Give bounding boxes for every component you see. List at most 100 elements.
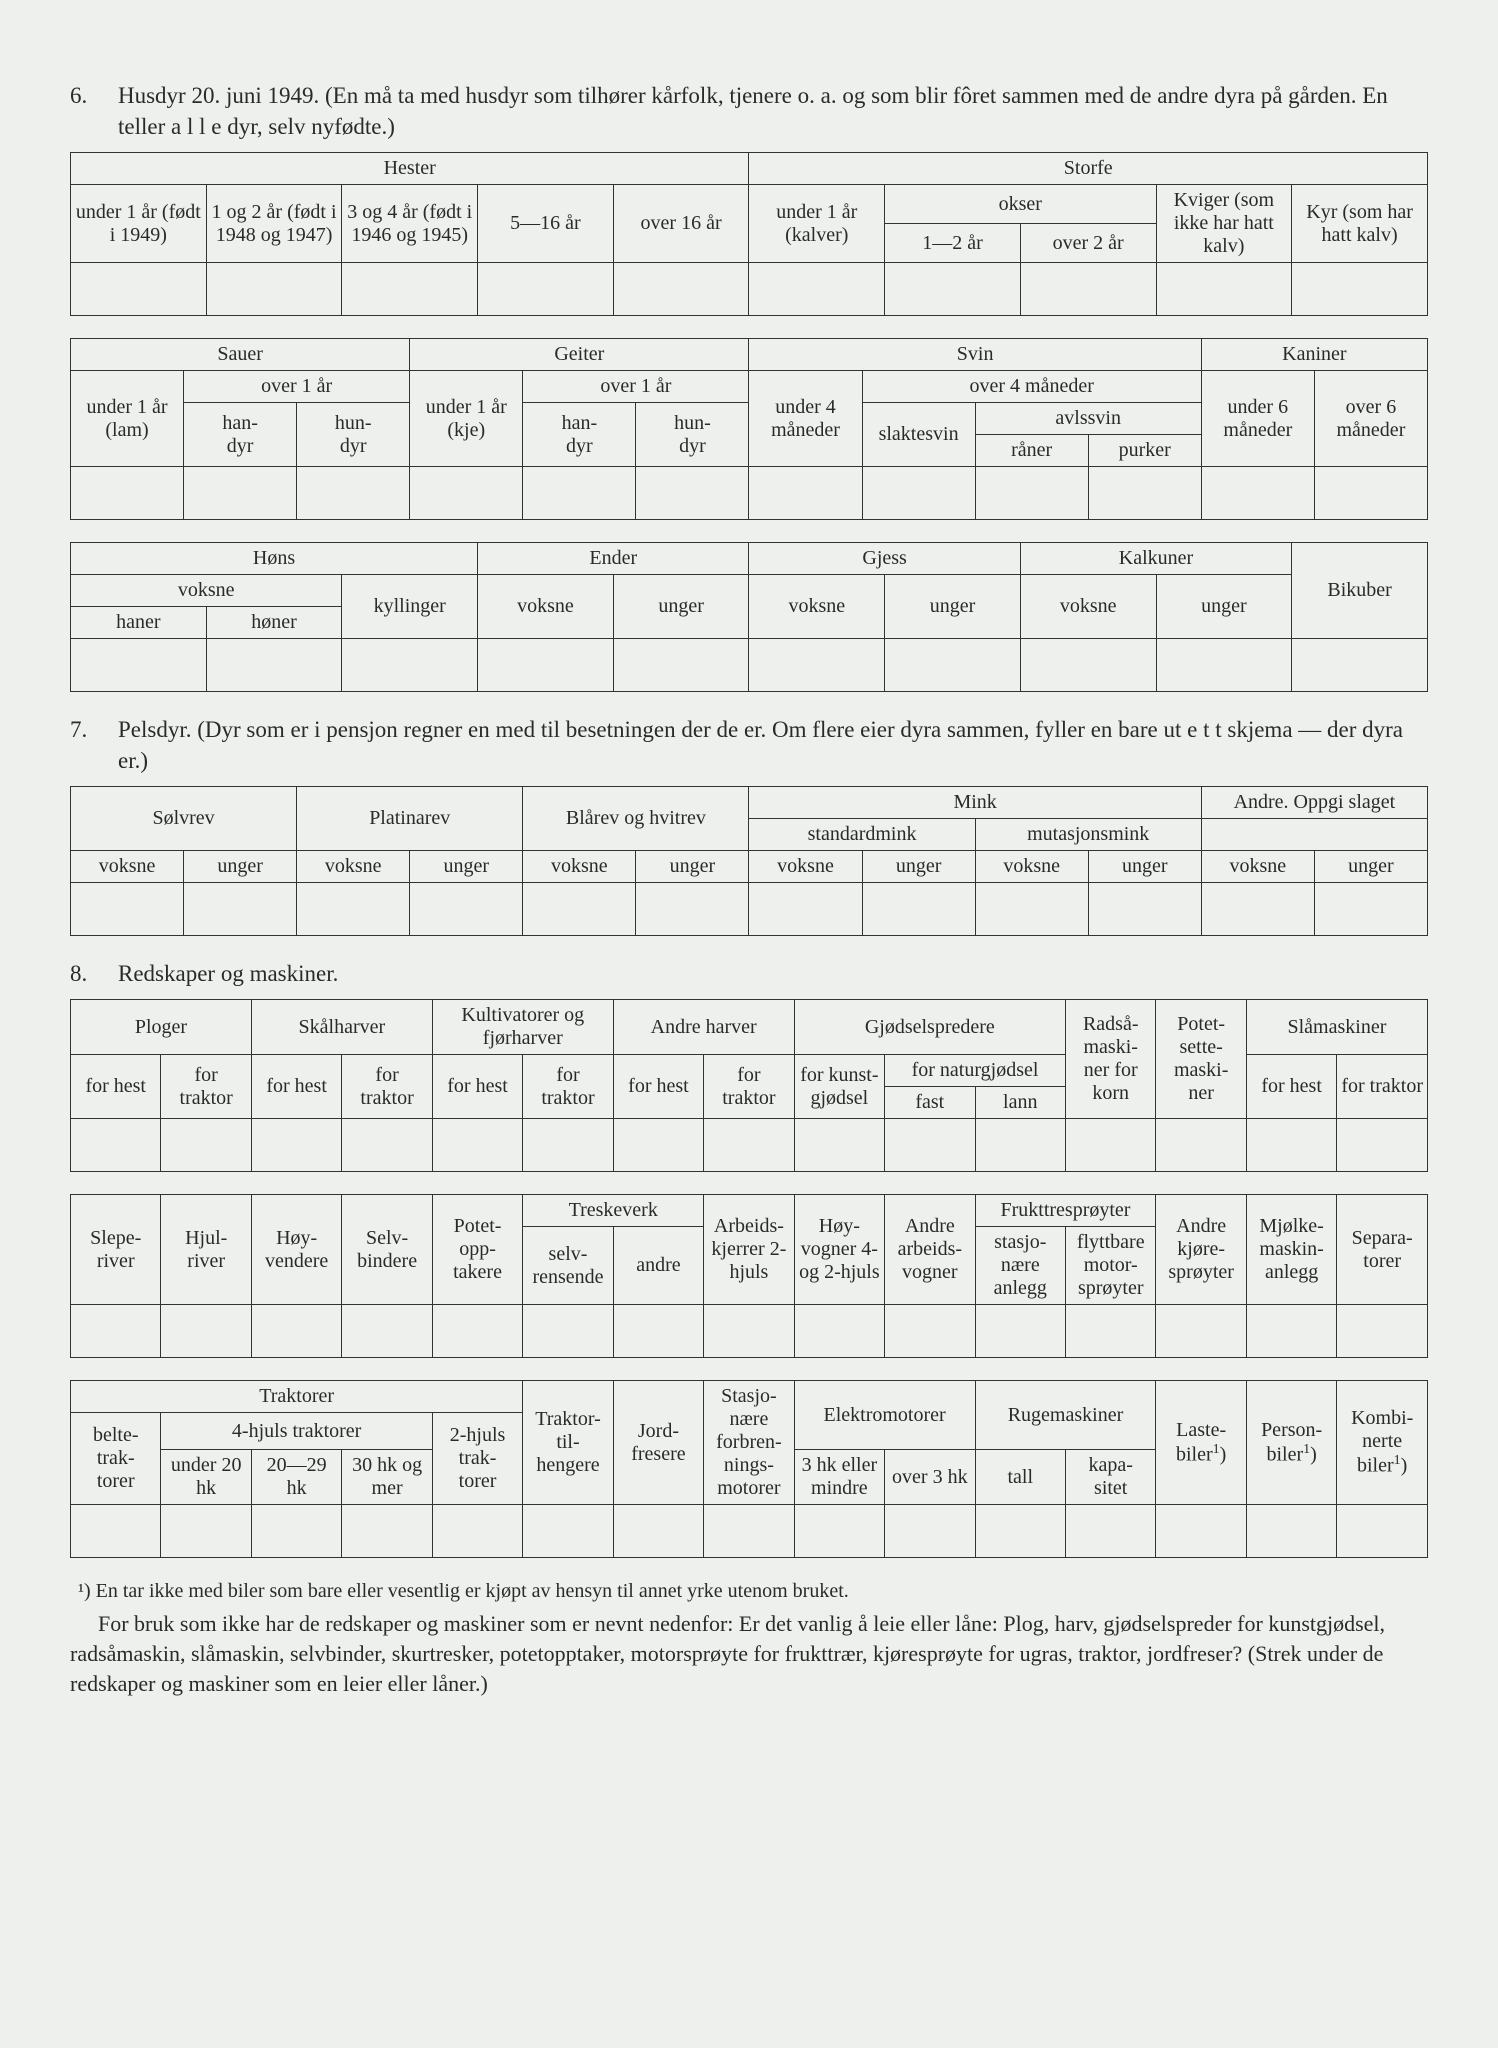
hdr-kaniner: Kaniner	[1201, 339, 1427, 371]
hdr-tohjuls: 2-hjuls trak- torer	[432, 1413, 522, 1505]
c-andre: andre	[613, 1227, 703, 1305]
hdr-mutasjonsmink: mutasjonsmink	[975, 819, 1201, 851]
hdr-elektro: Elektromotorer	[794, 1381, 975, 1450]
cell	[1156, 1119, 1246, 1172]
hdr-traktortil: Traktor- til- hengere	[523, 1381, 613, 1505]
hdr-svin: Svin	[749, 339, 1201, 371]
section7-text: Pelsdyr. (Dyr som er i pensjon regner en…	[118, 717, 1403, 773]
hdr-potetsette: Potet- sette- maski- ner	[1156, 1000, 1246, 1119]
cell	[613, 1305, 703, 1358]
cell	[1337, 1119, 1428, 1172]
cell	[432, 1119, 522, 1172]
c-30: 30 hk og mer	[342, 1450, 432, 1505]
c-fornatur: for naturgjødsel	[885, 1055, 1066, 1087]
cell	[161, 1119, 251, 1172]
cell	[1156, 263, 1292, 316]
cell	[432, 1505, 522, 1558]
table-hons-ender: Høns Ender Gjess Kalkuner Bikuber voksne…	[70, 542, 1428, 692]
col-gjess-unger: unger	[885, 575, 1021, 639]
col-slaktesvin: slaktesvin	[862, 403, 975, 467]
cell	[184, 883, 297, 936]
hdr-arbeidkjerrer: Arbeids- kjerrer 2-hjuls	[704, 1195, 794, 1305]
cell	[1201, 883, 1314, 936]
cell	[523, 1505, 613, 1558]
cell	[71, 1305, 161, 1358]
col-kyllinger: kyllinger	[342, 575, 478, 639]
cell	[885, 1119, 975, 1172]
col-geiter-u1: under 1 år (kje)	[410, 371, 523, 467]
cell	[1088, 467, 1201, 520]
hdr-hjulriver: Hjul- river	[161, 1195, 251, 1305]
cell	[1065, 1119, 1155, 1172]
cell	[749, 467, 862, 520]
hdr-storfe: Storfe	[749, 153, 1428, 185]
hdr-andre: Andre. Oppgi slaget	[1201, 787, 1427, 819]
hdr-frukttre: Frukttresprøyter	[975, 1195, 1156, 1227]
cell	[1201, 467, 1314, 520]
c-e3hk: 3 hk eller mindre	[794, 1450, 884, 1505]
c-voksne: voksne	[297, 851, 410, 883]
cell	[523, 1119, 613, 1172]
cell	[1246, 1305, 1336, 1358]
c-forhest: for hest	[1246, 1055, 1336, 1119]
col-s-hundyr: hun- dyr	[297, 403, 410, 467]
section7-num: 7.	[70, 714, 118, 745]
hdr-traktorer: Traktorer	[71, 1381, 523, 1413]
hdr-sleperiver: Slepe- river	[71, 1195, 161, 1305]
table-redskaper-3: Traktorer Traktor- til- hengere Jord- fr…	[70, 1380, 1428, 1558]
cell	[342, 263, 478, 316]
col-kalk-voksne: voksne	[1020, 575, 1156, 639]
cell	[749, 639, 885, 692]
hdr-treskeverk: Treskeverk	[523, 1195, 704, 1227]
cell	[613, 1119, 703, 1172]
cell	[71, 263, 207, 316]
cell	[1156, 639, 1292, 692]
sup: 1	[1213, 1442, 1220, 1457]
col-g-handyr: han- dyr	[523, 403, 636, 467]
cell	[636, 883, 749, 936]
cell	[1337, 1305, 1428, 1358]
cell	[1292, 639, 1428, 692]
col-h2: 1 og 2 år (født i 1948 og 1947)	[206, 185, 342, 263]
cell	[251, 1305, 341, 1358]
hdr-gjodsel: Gjødselspredere	[794, 1000, 1065, 1055]
col-ender-unger: unger	[613, 575, 749, 639]
hdr-skalharver: Skålharver	[251, 1000, 432, 1055]
hdr-andrekjore: Andre kjøre- sprøyter	[1156, 1195, 1246, 1305]
cell	[184, 467, 297, 520]
c-forhest: for hest	[613, 1055, 703, 1119]
col-purker: purker	[1088, 435, 1201, 467]
hdr-gjess: Gjess	[749, 543, 1020, 575]
cell	[1314, 467, 1427, 520]
c-kapasitet: kapa- sitet	[1065, 1450, 1155, 1505]
table-sauer-geiter-svin-kaniner: Sauer Geiter Svin Kaniner under 1 år (la…	[70, 338, 1428, 520]
c-u20: under 20 hk	[161, 1450, 251, 1505]
cell	[704, 1505, 794, 1558]
col-s1: under 1 år (kalver)	[749, 185, 885, 263]
hdr-sla: Slåmaskiner	[1246, 1000, 1427, 1055]
table-pelsdyr: Sølvrev Platinarev Blårev og hvitrev Min…	[70, 786, 1428, 936]
hdr-andrearbeids: Andre arbeids- vogner	[885, 1195, 975, 1305]
cell	[885, 1505, 975, 1558]
hdr-kombinerte: Kombi- nerte biler1)	[1337, 1381, 1428, 1505]
cell	[1246, 1505, 1336, 1558]
c-fortraktor: for traktor	[704, 1055, 794, 1119]
cell	[410, 467, 523, 520]
hdr-lastebiler: Laste- biler1)	[1156, 1381, 1246, 1505]
hdr-stasjonaere: Stasjo- nære forbren- nings- motorer	[704, 1381, 794, 1505]
c-unger: unger	[862, 851, 975, 883]
footnote: ¹) En tar ikke med biler som bare eller …	[70, 1580, 1428, 1603]
hdr-standardmink: standardmink	[749, 819, 975, 851]
c-tall: tall	[975, 1450, 1065, 1505]
cell	[342, 1119, 432, 1172]
col-kan-u6: under 6 måneder	[1201, 371, 1314, 467]
cell	[478, 639, 614, 692]
cell	[1065, 1305, 1155, 1358]
section6-text: Husdyr 20. juni 1949. (En må ta med husd…	[118, 83, 1388, 139]
txt: Kombi- nerte biler	[1351, 1407, 1413, 1477]
hdr-hester: Hester	[71, 153, 749, 185]
cell	[161, 1305, 251, 1358]
cell	[975, 883, 1088, 936]
hdr-hons: Høns	[71, 543, 478, 575]
col-okser2: over 2 år	[1020, 224, 1156, 263]
